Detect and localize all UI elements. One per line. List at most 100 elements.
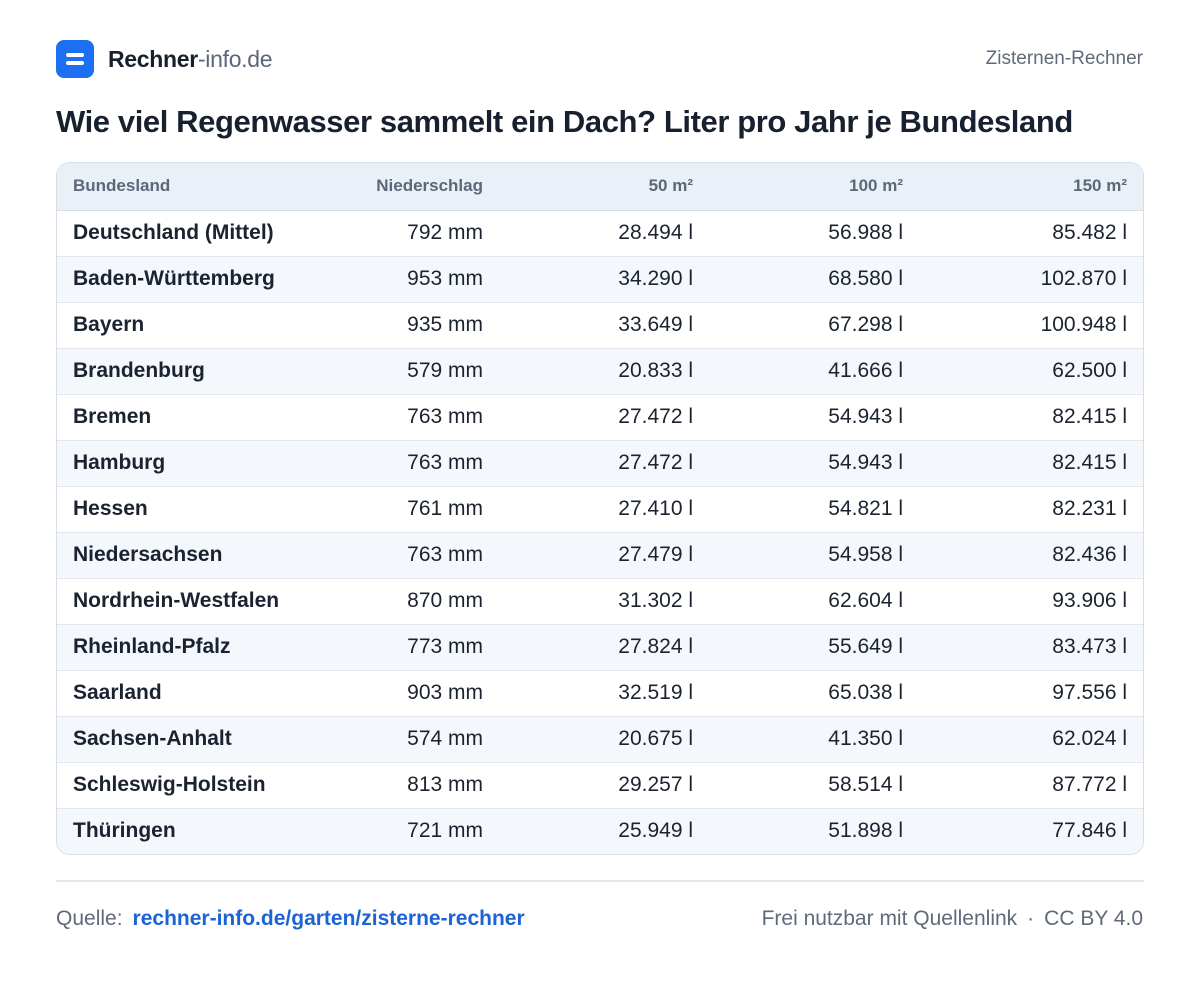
cell-100m2: 41.666 l: [709, 347, 919, 394]
column-header-50m2: 50 m²: [499, 163, 709, 211]
cell-150m2: 82.436 l: [919, 531, 1143, 578]
cell-150m2: 100.948 l: [919, 301, 1143, 348]
footer: Quelle: rechner-info.de/garten/zisterne-r…: [56, 904, 1143, 934]
cell-bundesland: Hessen: [57, 485, 347, 532]
cell-150m2: 82.231 l: [919, 485, 1143, 532]
cell-100m2: 62.604 l: [709, 577, 919, 624]
column-header-150m2: 150 m²: [919, 163, 1143, 211]
cell-150m2: 77.846 l: [919, 807, 1143, 854]
cell-50m2: 27.479 l: [499, 531, 709, 578]
cell-niederschlag: 763 mm: [347, 393, 499, 440]
cell-150m2: 62.500 l: [919, 347, 1143, 394]
table-row: Brandenburg 579 mm 20.833 l 41.666 l 62.500 …: [57, 347, 1143, 394]
cell-bundesland: Baden-Württemberg: [57, 255, 347, 302]
cell-niederschlag: 903 mm: [347, 669, 499, 716]
table-header-row: Bundesland Niederschlag 50 m² 100 m² 150 m²: [57, 163, 1143, 211]
cell-50m2: 28.494 l: [618, 221, 693, 244]
license-separator: ·: [1027, 907, 1035, 930]
cell-bundesland: Bremen: [57, 393, 347, 440]
cell-100m2: 68.580 l: [709, 255, 919, 302]
cell-niederschlag: 761 mm: [347, 485, 499, 532]
table-header: Bundesland Niederschlag 50 m² 100 m² 150 m²: [57, 163, 1143, 211]
cell-bundesland: Deutschland (Mittel): [73, 221, 274, 244]
table-row: Sachsen-Anhalt 574 mm 20.675 l 41.350 l 62.0…: [57, 715, 1143, 762]
table-row: Bremen 763 mm 27.472 l 54.943 l 82.415 l: [57, 393, 1143, 440]
cell-niederschlag: 763 mm: [347, 439, 499, 486]
cell-50m2: 31.302 l: [499, 577, 709, 624]
license-block: Frei nutzbar mit Quellenlink · CC BY 4.0: [762, 907, 1143, 931]
cell-150m2: 62.024 l: [919, 715, 1143, 762]
cell-100m2: 55.649 l: [709, 623, 919, 670]
cell-150m2: 93.906 l: [919, 577, 1143, 624]
column-header-niederschlag: Niederschlag: [347, 163, 499, 211]
cell-150m2: 83.473 l: [919, 623, 1143, 670]
cell-bundesland: Nordrhein-Westfalen: [57, 577, 347, 624]
cell-niederschlag: 574 mm: [347, 715, 499, 762]
data-table-container: Bundesland Niederschlag 50 m² 100 m² 150 m² …: [56, 162, 1144, 855]
cell-50m2: 20.675 l: [499, 715, 709, 762]
cell-100m2: 56.988 l: [828, 221, 903, 244]
cell-niederschlag: 773 mm: [347, 623, 499, 670]
cell-bundesland: Saarland: [57, 669, 347, 716]
cell-100m2: 41.350 l: [709, 715, 919, 762]
rainwater-table: Bundesland Niederschlag 50 m² 100 m² 150 m² …: [57, 163, 1143, 854]
brand-name-strong: Rechner: [108, 45, 198, 72]
cell-50m2: 27.472 l: [499, 393, 709, 440]
brand-name: Rechner-info.de: [108, 45, 273, 73]
brand-name-light: -info.de: [197, 45, 273, 72]
cell-100m2: 54.943 l: [709, 393, 919, 440]
table-row: Hessen 761 mm 27.410 l 54.821 l 82.231 l: [57, 485, 1143, 532]
cell-bundesland: Brandenburg: [57, 347, 347, 394]
cell-niederschlag: 813 mm: [347, 761, 499, 808]
cell-bundesland: Hamburg: [57, 439, 347, 486]
page-category-label: Zisternen-Rechner: [985, 48, 1143, 69]
cell-bundesland: Niedersachsen: [57, 531, 347, 578]
cell-150m2: 82.415 l: [919, 393, 1143, 440]
cell-niederschlag: 792 mm: [407, 221, 483, 244]
cell-100m2: 54.958 l: [709, 531, 919, 578]
cell-niederschlag: 763 mm: [347, 531, 499, 578]
cell-niederschlag: 870 mm: [347, 577, 499, 624]
cell-50m2: 34.290 l: [499, 255, 709, 302]
cell-bundesland: Bayern: [57, 301, 347, 348]
cell-50m2: 27.824 l: [499, 623, 709, 670]
license-code: CC BY 4.0: [1044, 907, 1143, 930]
source-label: Quelle:: [56, 907, 123, 930]
cell-bundesland: Schleswig-Holstein: [57, 761, 347, 808]
table-row: Niedersachsen 763 mm 27.479 l 54.958 l 82.43…: [57, 531, 1143, 578]
cell-niederschlag: 935 mm: [347, 301, 499, 348]
cell-50m2: 27.410 l: [499, 485, 709, 532]
cell-niederschlag: 721 mm: [347, 807, 499, 854]
table-row: Nordrhein-Westfalen 870 mm 31.302 l 62.604 …: [57, 577, 1143, 624]
brand-link[interactable]: Rechner-info.de: [56, 40, 273, 78]
cell-50m2: 27.472 l: [499, 439, 709, 486]
source-link[interactable]: rechner-info.de/garten/zisterne-rechner: [132, 907, 525, 930]
footer-divider: [56, 880, 1144, 882]
cell-100m2: 65.038 l: [709, 669, 919, 716]
cell-150m2: 87.772 l: [919, 761, 1143, 808]
table-row: Rheinland-Pfalz 773 mm 27.824 l 55.649 l 83.…: [57, 623, 1143, 670]
table-row: Schleswig-Holstein 813 mm 29.257 l 58.514 l…: [57, 761, 1143, 808]
cell-niederschlag: 953 mm: [347, 255, 499, 302]
table-row: Bayern 935 mm 33.649 l 67.298 l 100.948 l: [57, 301, 1143, 348]
license-text: Frei nutzbar mit Quellenlink: [761, 907, 1018, 930]
cell-50m2: 29.257 l: [499, 761, 709, 808]
cell-100m2: 67.298 l: [709, 301, 919, 348]
cell-50m2: 25.949 l: [499, 807, 709, 854]
cell-150m2: 102.870 l: [919, 255, 1143, 302]
column-header-bundesland: Bundesland: [57, 163, 347, 211]
cell-100m2: 54.821 l: [709, 485, 919, 532]
cell-bundesland: Rheinland-Pfalz: [57, 623, 347, 670]
page-title: Wie viel Regenwasser sammelt ein Dach? L…: [56, 104, 1073, 139]
cell-niederschlag: 579 mm: [347, 347, 499, 394]
column-header-100m2: 100 m²: [709, 163, 919, 211]
cell-bundesland: Thüringen: [57, 807, 347, 854]
table-row: Thüringen 721 mm 25.949 l 51.898 l 77.846 l: [57, 807, 1143, 854]
menu-lines-icon: [56, 40, 94, 78]
table-row: Hamburg 763 mm 27.472 l 54.943 l 82.415 l: [57, 439, 1143, 486]
cell-bundesland: Sachsen-Anhalt: [57, 715, 347, 762]
cell-100m2: 58.514 l: [709, 761, 919, 808]
table-body: Deutschland (Mittel) 792 mm 28.494 l 56.988…: [57, 210, 1143, 854]
